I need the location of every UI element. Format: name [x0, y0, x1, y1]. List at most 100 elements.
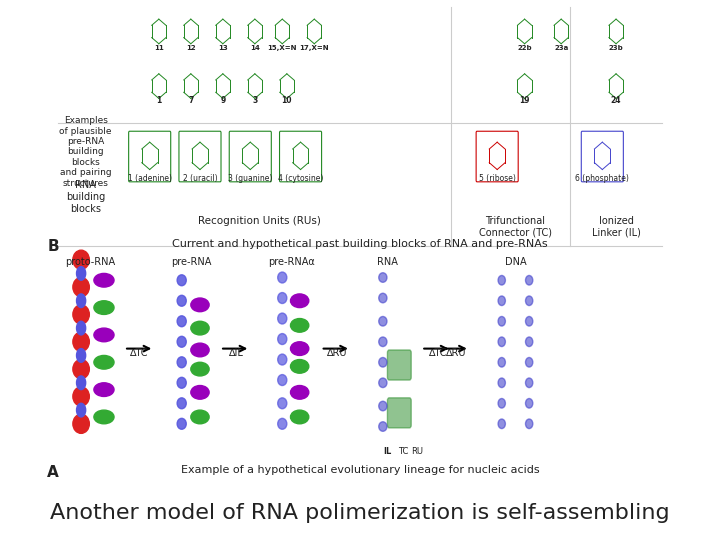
Text: 23b: 23b — [608, 45, 624, 51]
Text: ∆RU: ∆RU — [326, 348, 346, 358]
Text: RNA
building
blocks: RNA building blocks — [66, 180, 105, 214]
Text: Examples
of plausible
pre-RNA
building
blocks
and pairing
structures: Examples of plausible pre-RNA building b… — [60, 116, 112, 187]
Ellipse shape — [290, 294, 309, 308]
Text: 2 (uracil): 2 (uracil) — [183, 174, 217, 183]
Ellipse shape — [191, 321, 209, 335]
Ellipse shape — [379, 293, 387, 303]
Text: 19: 19 — [519, 96, 530, 105]
Ellipse shape — [498, 316, 505, 326]
Ellipse shape — [73, 360, 89, 379]
Text: 1: 1 — [156, 96, 161, 105]
Text: IL: IL — [383, 447, 392, 456]
Text: 17,X=N: 17,X=N — [300, 45, 329, 51]
Text: 11: 11 — [154, 45, 163, 51]
Ellipse shape — [76, 376, 86, 390]
Ellipse shape — [498, 357, 505, 367]
Ellipse shape — [498, 378, 505, 388]
Ellipse shape — [177, 316, 186, 327]
Ellipse shape — [379, 401, 387, 411]
Ellipse shape — [278, 375, 287, 386]
Ellipse shape — [278, 418, 287, 429]
Ellipse shape — [278, 334, 287, 345]
Ellipse shape — [73, 332, 89, 352]
Ellipse shape — [94, 410, 114, 424]
Text: A: A — [48, 465, 59, 480]
Text: Example of a hypothetical evolutionary lineage for nucleic acids: Example of a hypothetical evolutionary l… — [181, 465, 539, 475]
Ellipse shape — [73, 414, 89, 434]
Ellipse shape — [278, 398, 287, 409]
Ellipse shape — [526, 399, 533, 408]
FancyBboxPatch shape — [387, 398, 411, 428]
Ellipse shape — [76, 294, 86, 308]
Ellipse shape — [498, 419, 505, 429]
Text: IL: IL — [78, 419, 87, 428]
Ellipse shape — [73, 387, 89, 406]
Text: Ionized
Linker (IL): Ionized Linker (IL) — [592, 216, 641, 238]
Ellipse shape — [73, 278, 89, 296]
Ellipse shape — [498, 399, 505, 408]
Text: TC: TC — [91, 408, 104, 417]
Ellipse shape — [76, 321, 86, 335]
Ellipse shape — [76, 267, 86, 280]
Ellipse shape — [379, 422, 387, 431]
Text: 23a: 23a — [554, 45, 568, 51]
Text: ∆IL: ∆IL — [228, 348, 243, 358]
Text: 9: 9 — [220, 96, 225, 105]
Ellipse shape — [379, 357, 387, 367]
Ellipse shape — [379, 316, 387, 326]
Text: TC: TC — [397, 447, 408, 456]
Text: 22b: 22b — [517, 45, 532, 51]
Ellipse shape — [290, 386, 309, 399]
Ellipse shape — [498, 296, 505, 306]
Text: 10: 10 — [282, 96, 292, 105]
Ellipse shape — [177, 377, 186, 388]
Ellipse shape — [526, 419, 533, 429]
Text: 5 (ribose): 5 (ribose) — [479, 174, 516, 183]
Text: 4 (cytosine): 4 (cytosine) — [278, 174, 323, 183]
Ellipse shape — [177, 418, 186, 429]
Ellipse shape — [191, 343, 209, 357]
Ellipse shape — [94, 273, 114, 287]
Text: 3 (guanine): 3 (guanine) — [228, 174, 272, 183]
Text: 6 (phosphate): 6 (phosphate) — [575, 174, 629, 183]
Ellipse shape — [191, 386, 209, 399]
Ellipse shape — [94, 355, 114, 369]
Ellipse shape — [526, 357, 533, 367]
Ellipse shape — [73, 250, 89, 269]
Ellipse shape — [498, 337, 505, 347]
Text: 13: 13 — [218, 45, 228, 51]
Ellipse shape — [76, 403, 86, 417]
Text: pre-RNAα: pre-RNAα — [268, 257, 315, 267]
Text: B: B — [48, 239, 59, 254]
Text: 1 (adenine): 1 (adenine) — [127, 174, 171, 183]
Ellipse shape — [278, 313, 287, 324]
Ellipse shape — [76, 349, 86, 362]
Ellipse shape — [498, 275, 505, 285]
Ellipse shape — [290, 360, 309, 373]
Text: ∆TC: ∆TC — [130, 348, 148, 358]
Text: 7: 7 — [188, 96, 194, 105]
Text: Another model of RNA polimerization is self-assembling: Another model of RNA polimerization is s… — [50, 503, 670, 523]
Ellipse shape — [94, 383, 114, 396]
Text: 3: 3 — [252, 96, 258, 105]
Ellipse shape — [177, 336, 186, 347]
Ellipse shape — [177, 275, 186, 286]
Ellipse shape — [191, 410, 209, 424]
Text: Current and hypothetical past building blocks of RNA and pre-RNAs: Current and hypothetical past building b… — [172, 239, 548, 249]
Ellipse shape — [73, 305, 89, 324]
Ellipse shape — [526, 316, 533, 326]
Text: Trifunctional
Connector (TC): Trifunctional Connector (TC) — [479, 216, 552, 238]
Ellipse shape — [526, 378, 533, 388]
Text: RNA: RNA — [377, 257, 398, 267]
Text: 15,X=N: 15,X=N — [268, 45, 297, 51]
Ellipse shape — [526, 296, 533, 306]
Ellipse shape — [191, 298, 209, 312]
Ellipse shape — [278, 354, 287, 365]
Ellipse shape — [278, 293, 287, 303]
Text: proto-RNA: proto-RNA — [66, 257, 115, 267]
Ellipse shape — [177, 357, 186, 368]
Ellipse shape — [177, 398, 186, 409]
Text: 24: 24 — [611, 96, 621, 105]
Ellipse shape — [94, 328, 114, 342]
Ellipse shape — [290, 319, 309, 332]
